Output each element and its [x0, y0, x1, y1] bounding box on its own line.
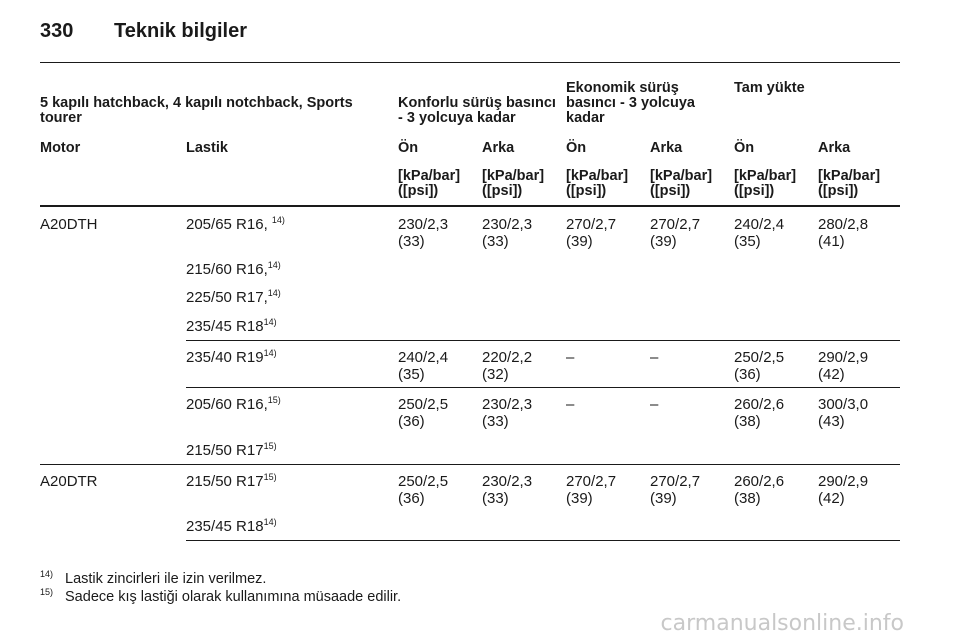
- pressure-cell: –: [566, 396, 575, 413]
- col-header-motor: Motor: [40, 140, 81, 156]
- pressure-cell: 270/2,7 (39): [566, 473, 617, 507]
- pressure-cell: 260/2,6 (38): [734, 473, 785, 507]
- group-header-comfort: Konforlu sürüş basıncı - 3 yolcuya kadar: [398, 95, 556, 126]
- footnote-ref: 15): [267, 395, 281, 405]
- footnote-text: Sadece kış lastiği olarak kullanımına mü…: [65, 589, 402, 605]
- pressure-cell: 250/2,5 (36): [398, 473, 449, 507]
- watermark: carmanualsonline.info: [660, 611, 904, 636]
- pressure-cell: 270/2,7 (39): [650, 216, 701, 250]
- pressure-cell: 240/2,4 (35): [398, 349, 449, 383]
- tyre-cell: 225/50 R17,14): [186, 288, 281, 307]
- col-header-comfort-rear: Arka: [482, 140, 515, 156]
- page-number: 330: [40, 20, 74, 42]
- header-bottom-rule: [40, 205, 900, 207]
- pressure-cell: 290/2,9 (42): [818, 473, 869, 507]
- footnote-text: Lastik zincirleri ile izin verilmez.: [65, 571, 267, 587]
- pressure-cell: 250/2,5 (36): [398, 396, 449, 430]
- tyre-cell: 235/45 R1814): [186, 317, 277, 336]
- pressure-cell: 230/2,3 (33): [482, 473, 533, 507]
- pressure-cell: 300/3,0 (43): [818, 396, 869, 430]
- tyre-cell: 215/60 R16,14): [186, 260, 281, 279]
- footnote-mark: 14): [40, 569, 54, 580]
- footnote: 14) Lastik zincirleri ile izin verilmez.: [40, 569, 267, 588]
- group-header-body-types: 5 kapılı hatchback, 4 kapılı notchback, …: [40, 95, 353, 126]
- unit-label: [kPa/bar] ([psi]): [650, 168, 713, 199]
- tyre-cell: 215/50 R1715): [186, 472, 277, 491]
- tyre-cell: 205/60 R16,15): [186, 395, 281, 414]
- unit-label: [kPa/bar] ([psi]): [482, 168, 545, 199]
- col-header-full-front: Ön: [734, 140, 755, 156]
- footnote-ref: 14): [263, 517, 277, 527]
- page-header: 330 Teknik bilgiler: [40, 20, 247, 43]
- group-divider: [40, 464, 900, 465]
- motor-cell: A20DTR: [40, 473, 98, 490]
- pressure-cell: 260/2,6 (38): [734, 396, 785, 430]
- unit-label: [kPa/bar] ([psi]): [566, 168, 629, 199]
- col-header-comfort-front: Ön: [398, 140, 419, 156]
- pressure-cell: 220/2,2 (32): [482, 349, 533, 383]
- col-header-lastik: Lastik: [186, 140, 228, 156]
- col-header-eco-front: Ön: [566, 140, 587, 156]
- pressure-cell: 230/2,3 (33): [398, 216, 449, 250]
- row-divider: [186, 387, 900, 388]
- footnote-ref: 14): [263, 348, 277, 358]
- footnote-ref: 14): [263, 317, 277, 327]
- table-bottom-rule: [186, 540, 900, 541]
- unit-label: [kPa/bar] ([psi]): [818, 168, 881, 199]
- tyre-cell: 235/45 R1814): [186, 517, 277, 536]
- footnote-ref: 15): [263, 472, 277, 482]
- pressure-cell: 230/2,3 (33): [482, 396, 533, 430]
- footnote-ref: 14): [267, 288, 281, 298]
- col-header-eco-rear: Arka: [650, 140, 683, 156]
- motor-cell: A20DTH: [40, 216, 98, 233]
- pressure-cell: 270/2,7 (39): [650, 473, 701, 507]
- tyre-cell: 205/65 R16, 14): [186, 215, 285, 234]
- pressure-cell: 290/2,9 (42): [818, 349, 869, 383]
- pressure-cell: 250/2,5 (36): [734, 349, 785, 383]
- pressure-cell: 240/2,4 (35): [734, 216, 785, 250]
- unit-label: [kPa/bar] ([psi]): [734, 168, 797, 199]
- pressure-cell: –: [650, 349, 659, 366]
- group-header-eco: Ekonomik sürüş basıncı - 3 yolcuya kadar: [566, 80, 695, 126]
- footnote-ref: 15): [263, 441, 277, 451]
- unit-label: [kPa/bar] ([psi]): [398, 168, 461, 199]
- row-divider: [186, 340, 900, 341]
- pressure-cell: 280/2,8 (41): [818, 216, 869, 250]
- pressure-cell: 230/2,3 (33): [482, 216, 533, 250]
- pressure-cell: –: [650, 396, 659, 413]
- pressure-cell: 270/2,7 (39): [566, 216, 617, 250]
- tyre-cell: 235/40 R1914): [186, 348, 277, 367]
- group-header-full: Tam yükte: [734, 80, 805, 96]
- col-header-full-rear: Arka: [818, 140, 851, 156]
- footnote-mark: 15): [40, 587, 54, 598]
- header-rule: [40, 62, 900, 63]
- pressure-cell: –: [566, 349, 575, 366]
- page-title: Teknik bilgiler: [114, 20, 247, 42]
- footnote: 15) Sadece kış lastiği olarak kullanımına…: [40, 587, 402, 606]
- tyre-cell: 215/50 R1715): [186, 441, 277, 460]
- footnote-ref: 14): [271, 215, 285, 225]
- footnote-ref: 14): [267, 260, 281, 270]
